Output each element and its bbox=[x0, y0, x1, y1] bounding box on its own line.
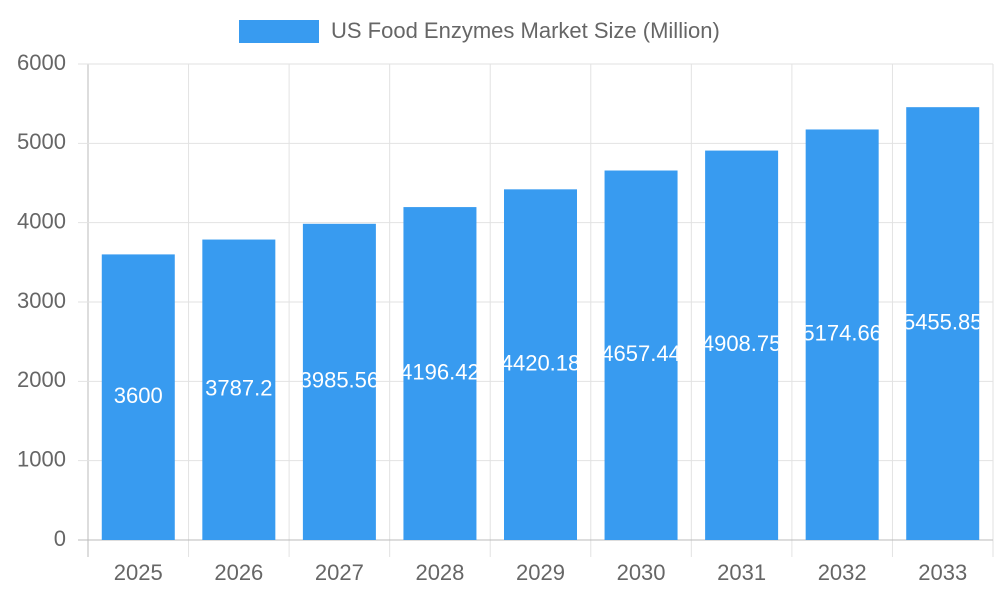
x-tick-label: 2026 bbox=[214, 560, 263, 585]
bar bbox=[403, 207, 477, 540]
data-label: 4196.42 bbox=[400, 359, 480, 384]
x-tick-label: 2027 bbox=[315, 560, 364, 585]
bar bbox=[604, 170, 678, 540]
data-label: 5174.66 bbox=[802, 321, 882, 346]
x-tick-label: 2028 bbox=[415, 560, 464, 585]
x-tick-label: 2030 bbox=[617, 560, 666, 585]
data-label: 4908.75 bbox=[702, 331, 782, 356]
legend-label: US Food Enzymes Market Size (Million) bbox=[331, 18, 720, 43]
x-tick-label: 2029 bbox=[516, 560, 565, 585]
data-label: 5455.85 bbox=[903, 309, 983, 334]
data-label: 4420.18 bbox=[501, 350, 581, 375]
y-tick-label: 6000 bbox=[17, 50, 66, 75]
x-tick-label: 2033 bbox=[918, 560, 967, 585]
y-tick-label: 3000 bbox=[17, 288, 66, 313]
data-label: 3985.56 bbox=[300, 368, 380, 393]
legend-swatch bbox=[239, 20, 319, 43]
bar bbox=[805, 129, 879, 540]
y-tick-label: 2000 bbox=[17, 367, 66, 392]
data-label: 4657.44 bbox=[601, 341, 681, 366]
bar bbox=[705, 150, 779, 540]
bar bbox=[202, 239, 276, 540]
data-label: 3600 bbox=[114, 383, 163, 408]
x-tick-label: 2032 bbox=[818, 560, 867, 585]
x-tick-label: 2031 bbox=[717, 560, 766, 585]
y-tick-label: 0 bbox=[54, 526, 66, 551]
y-tick-label: 5000 bbox=[17, 129, 66, 154]
data-label: 3787.2 bbox=[205, 376, 272, 401]
y-tick-label: 4000 bbox=[17, 208, 66, 233]
bar bbox=[101, 254, 175, 540]
bar bbox=[504, 189, 577, 540]
bar bbox=[302, 223, 376, 540]
x-tick-label: 2025 bbox=[114, 560, 163, 585]
bar bbox=[906, 107, 980, 540]
y-tick-label: 1000 bbox=[17, 446, 66, 471]
